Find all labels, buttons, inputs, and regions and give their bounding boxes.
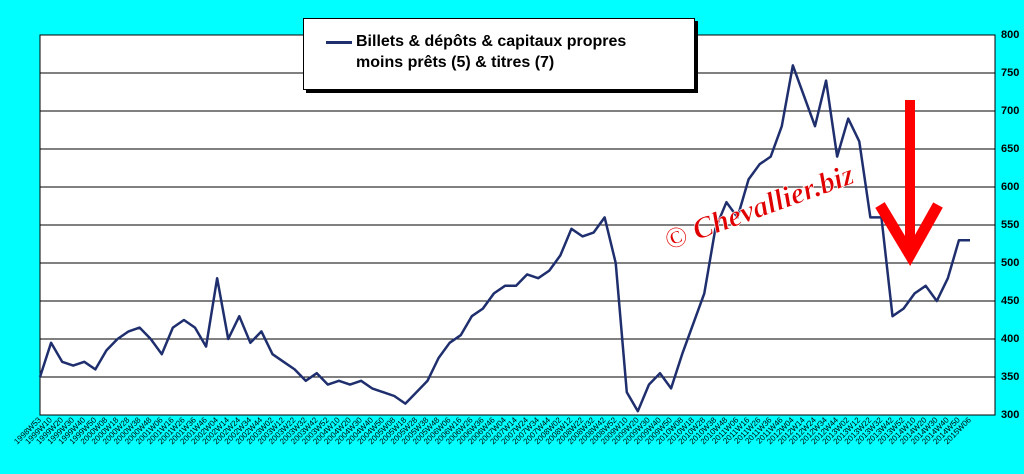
y-tick-label: 400 bbox=[1001, 333, 1019, 345]
y-tick-label: 650 bbox=[1001, 143, 1019, 155]
y-tick-label: 500 bbox=[1001, 257, 1019, 269]
y-tick-label: 300 bbox=[1001, 409, 1019, 421]
red-arrow bbox=[875, 100, 943, 266]
y-tick-label: 700 bbox=[1001, 105, 1019, 117]
y-tick-label: 750 bbox=[1001, 67, 1019, 79]
y-tick-label: 350 bbox=[1001, 371, 1019, 383]
y-tick-label: 450 bbox=[1001, 295, 1019, 307]
legend-label: Billets & dépôts & capitaux propres moin… bbox=[356, 33, 627, 71]
y-tick-label: 600 bbox=[1001, 181, 1019, 193]
data-line bbox=[38, 64, 970, 413]
y-tick-label: 550 bbox=[1001, 219, 1019, 231]
legend: Billets & dépôts & capitaux propres moin… bbox=[303, 18, 695, 90]
y-tick-label: 800 bbox=[1001, 29, 1019, 41]
legend-swatch bbox=[326, 41, 352, 44]
